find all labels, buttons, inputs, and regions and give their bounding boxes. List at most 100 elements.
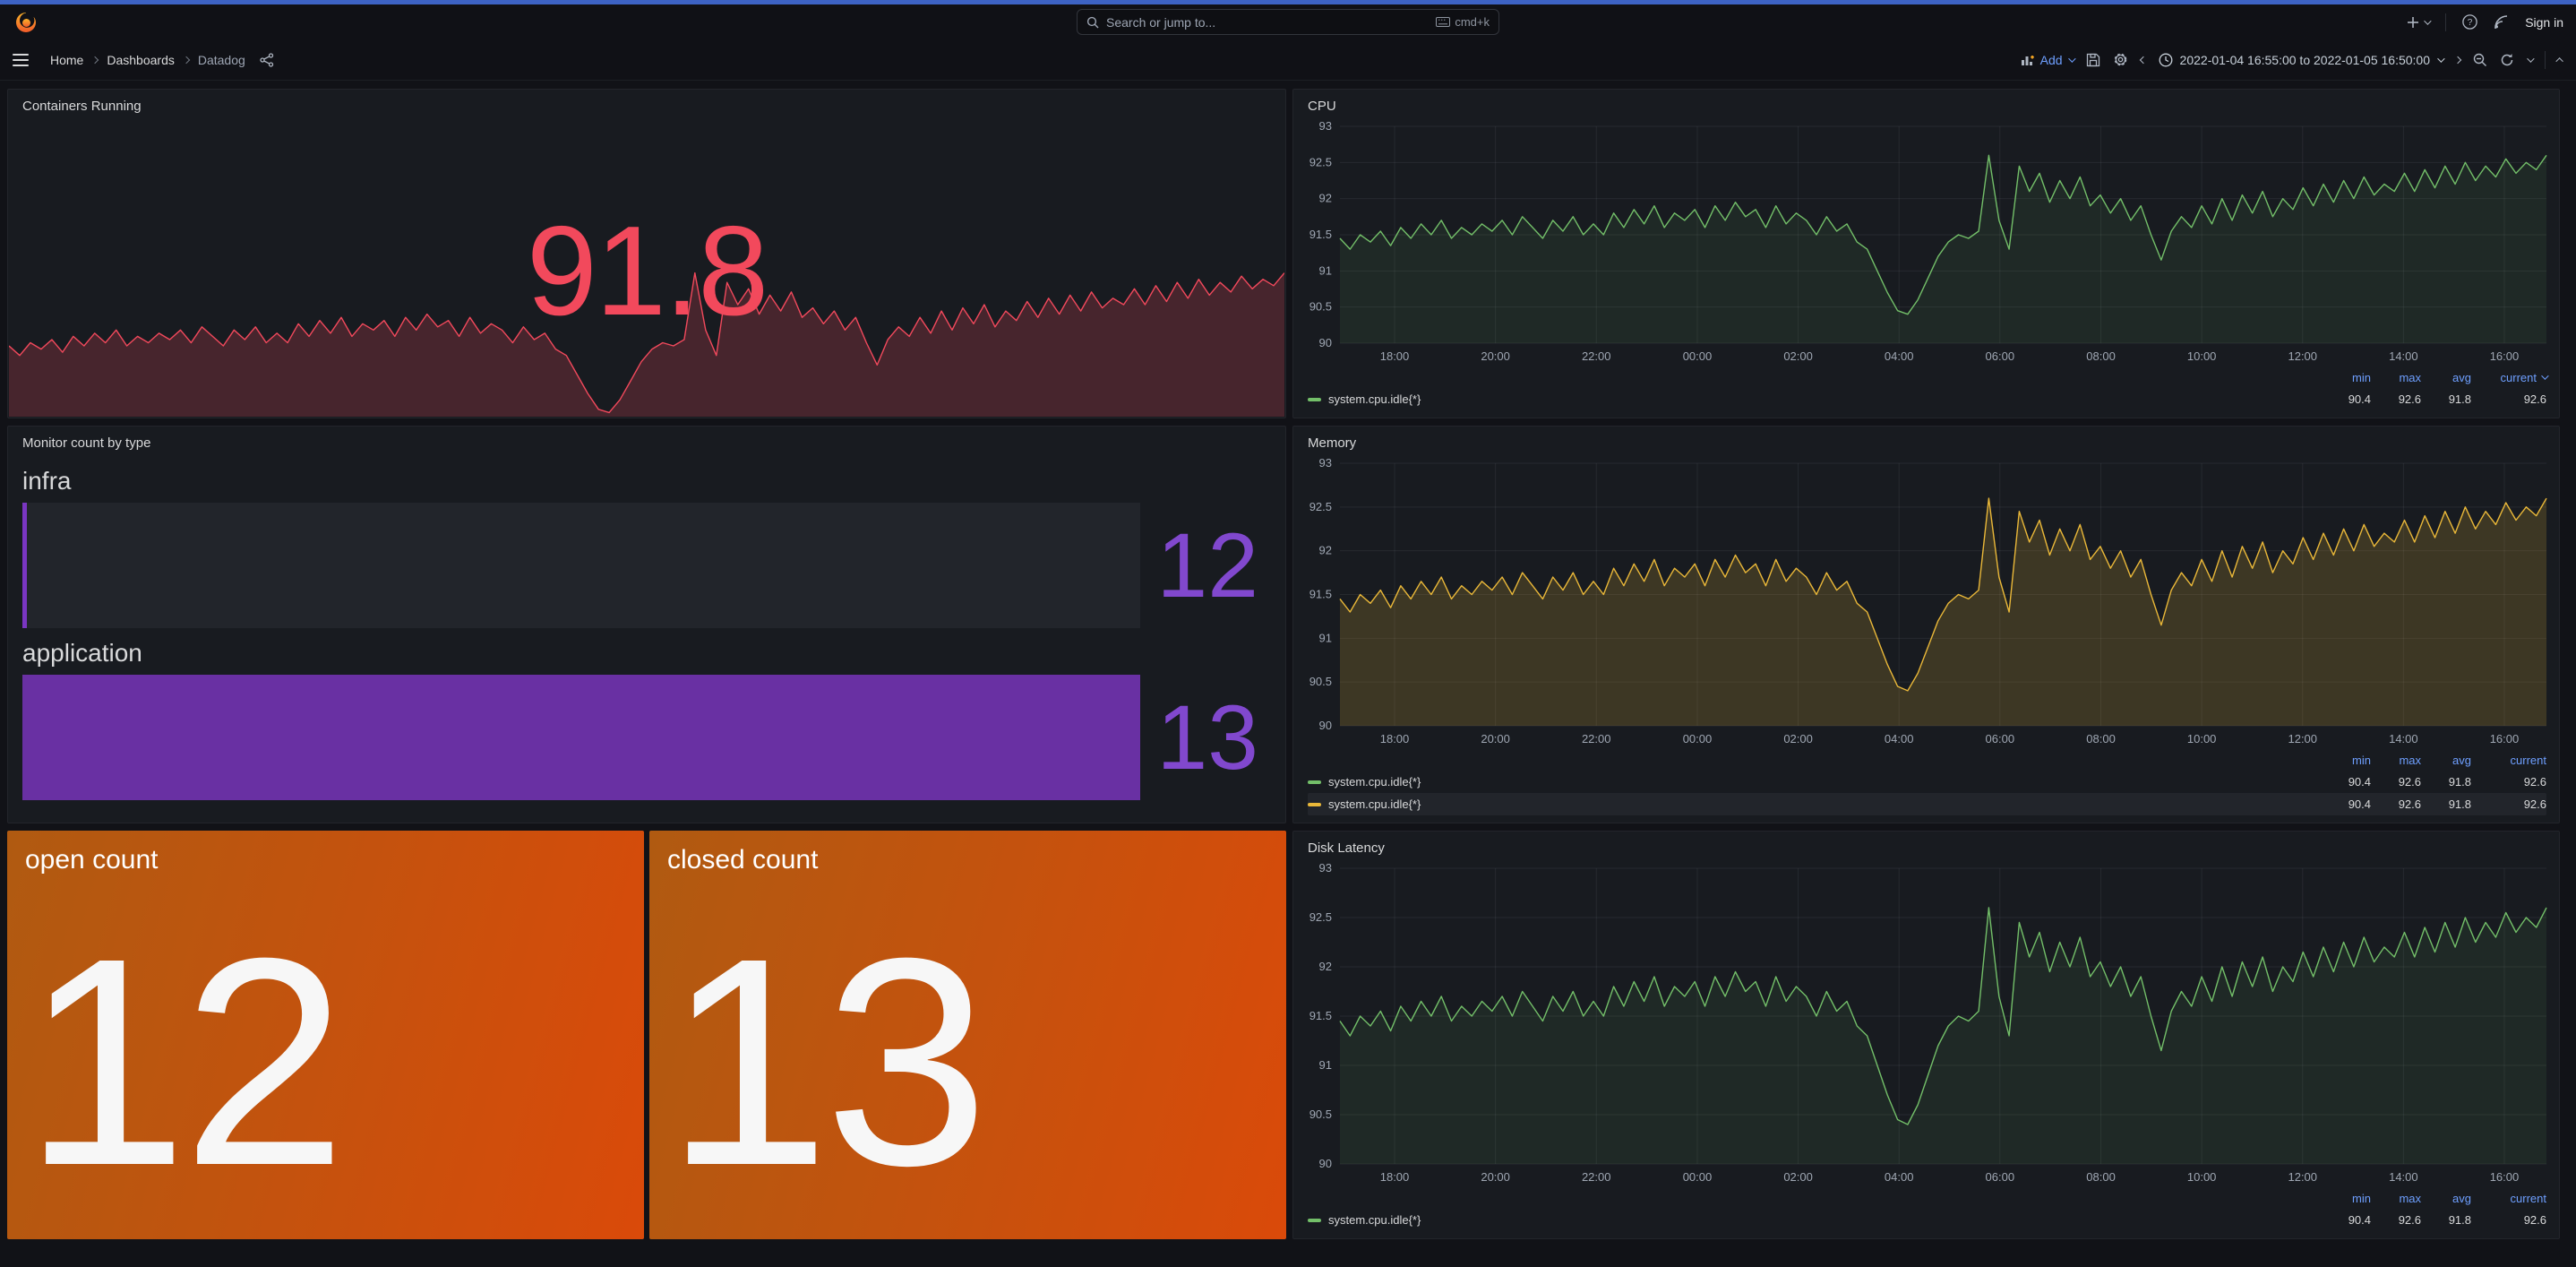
svg-text:20:00: 20:00 [1481, 732, 1510, 746]
panel-title[interactable]: closed count [667, 845, 819, 875]
top-accent-strip [0, 0, 2576, 4]
gauge-label-application: application [22, 639, 142, 667]
legend-sort-current[interactable]: current [2510, 1191, 2546, 1205]
svg-text:02:00: 02:00 [1783, 732, 1813, 746]
save-dashboard-button[interactable] [2086, 53, 2100, 67]
svg-text:92: 92 [1319, 544, 1332, 557]
legend-sort-avg[interactable]: avg [2452, 370, 2471, 384]
stat-max: 92.6 [2398, 1213, 2421, 1227]
sparkline-chart [9, 272, 1284, 417]
gauge-value: 13 [1156, 686, 1258, 789]
add-panel-button[interactable]: Add [2021, 52, 2076, 67]
svg-text:00:00: 00:00 [1683, 732, 1713, 746]
time-range-back-button[interactable] [2139, 56, 2147, 64]
legend-sort-max[interactable]: max [2399, 1191, 2421, 1205]
dashboard-settings-button[interactable] [2113, 52, 2128, 67]
svg-text:18:00: 18:00 [1380, 1170, 1410, 1184]
news-button[interactable] [2494, 14, 2509, 30]
bar-gauge: infra 12 application 13 [8, 452, 1285, 800]
legend-sort-min[interactable]: min [2352, 370, 2371, 384]
svg-text:90.5: 90.5 [1309, 675, 1332, 688]
breadcrumb-home[interactable]: Home [50, 52, 84, 67]
search-input[interactable]: Search or jump to... cmd+k [1077, 9, 1499, 35]
gauge-track [22, 675, 1140, 800]
panel-title[interactable]: CPU [1308, 99, 1336, 114]
new-button[interactable] [2407, 16, 2432, 29]
legend-sort-avg[interactable]: avg [2452, 1191, 2471, 1205]
legend-sort-max[interactable]: max [2399, 753, 2421, 767]
svg-text:14:00: 14:00 [2389, 1170, 2418, 1184]
help-button[interactable]: ? [2462, 14, 2477, 30]
memory-chart-area[interactable]: 90 90.5 91 91.5 92 92.5 93 18:00 20:00 22:00 00:00… [1293, 452, 2559, 749]
panel-title[interactable]: open count [25, 845, 159, 875]
panel-title[interactable]: Containers Running [22, 99, 142, 114]
disk-chart-area[interactable]: 90 90.5 91 91.5 92 92.5 93 18:00 20:00 22:00 00:00… [1293, 858, 2559, 1187]
legend-series-toggle[interactable]: system.cpu.idle{*} [1308, 392, 2321, 406]
series-name: system.cpu.idle{*} [1328, 775, 1421, 789]
panel-memory: Memory 90 90.5 91 91.5 92 92.5 93 18:00 20:00 22:… [1292, 426, 2560, 823]
clock-icon [2159, 53, 2172, 66]
stat-avg: 91.8 [2448, 1213, 2471, 1227]
cpu-chart-area[interactable]: 90 90.5 91 91.5 92 92.5 93 18:00 20:00 22:00 00:00… [1293, 116, 2559, 366]
svg-text:16:00: 16:00 [2490, 1170, 2520, 1184]
menu-toggle-button[interactable] [13, 53, 29, 66]
panel-monitor-count: Monitor count by type infra 12 applicati… [7, 426, 1286, 823]
svg-text:92: 92 [1319, 192, 1332, 205]
collapse-toolbar-button[interactable] [2555, 56, 2563, 65]
stat-sparkline [9, 269, 1284, 417]
refresh-button[interactable] [2500, 53, 2514, 67]
svg-text:14:00: 14:00 [2389, 349, 2418, 363]
refresh-interval-dropdown[interactable] [2527, 54, 2535, 63]
top-navigation-bar: Search or jump to... cmd+k [0, 4, 2576, 39]
divider [2445, 13, 2447, 31]
search-placeholder: Search or jump to... [1106, 14, 1216, 30]
legend-series-toggle[interactable]: system.cpu.idle{*} [1308, 797, 2321, 811]
svg-text:16:00: 16:00 [2490, 732, 2520, 746]
gauge-fill [22, 503, 27, 628]
breadcrumb-separator-icon [182, 56, 191, 64]
stat-current: 92.6 [2523, 392, 2546, 406]
legend-sort-current[interactable]: current [2510, 753, 2546, 767]
legend-series-toggle[interactable]: system.cpu.idle{*} [1308, 1213, 2321, 1227]
panel-closed-count: closed count 13 [649, 831, 1286, 1239]
panel-title[interactable]: Monitor count by type [22, 435, 151, 451]
legend-sort-min[interactable]: min [2352, 1191, 2371, 1205]
legend-sort-current[interactable]: current [2471, 371, 2549, 384]
svg-text:93: 93 [1319, 456, 1332, 470]
svg-text:90: 90 [1319, 1157, 1332, 1170]
gauge-label-infra: infra [22, 467, 72, 495]
breadcrumb: Home Dashboards Datadog [13, 53, 274, 67]
svg-text:10:00: 10:00 [2187, 732, 2217, 746]
svg-text:90.5: 90.5 [1309, 300, 1332, 314]
legend-series-toggle[interactable]: system.cpu.idle{*} [1308, 775, 2321, 789]
chevron-down-icon [2437, 54, 2445, 63]
panel-title[interactable]: Memory [1308, 435, 1357, 451]
share-icon[interactable] [260, 52, 274, 67]
panel-cpu: CPU 90 90.5 91 91.5 92 92.5 93 18:00 20:00 22:00 0… [1292, 89, 2560, 418]
grafana-logo[interactable] [14, 11, 38, 34]
chevron-down-icon [2067, 54, 2076, 63]
svg-text:14:00: 14:00 [2389, 732, 2418, 746]
svg-text:16:00: 16:00 [2490, 349, 2520, 363]
time-range-picker[interactable]: 2022-01-04 16:55:00 to 2022-01-05 16:50:… [2159, 52, 2445, 67]
stat-avg: 91.8 [2448, 797, 2471, 811]
svg-text:91.5: 91.5 [1309, 228, 1332, 241]
add-panel-label: Add [2039, 52, 2063, 67]
refresh-icon [2501, 53, 2513, 65]
memory-legend: min max avg current system.cpu.idle{*} 9… [1293, 749, 2559, 823]
zoom-out-icon [2473, 53, 2486, 66]
svg-text:91: 91 [1319, 263, 1332, 277]
add-panel-icon [2021, 55, 2034, 65]
time-range-label: 2022-01-04 16:55:00 to 2022-01-05 16:50:… [2179, 52, 2430, 67]
sign-in-button[interactable]: Sign in [2525, 14, 2563, 30]
legend-sort-max[interactable]: max [2399, 370, 2421, 384]
stat-max: 92.6 [2398, 797, 2421, 811]
legend-sort-avg[interactable]: avg [2452, 753, 2471, 767]
panel-title[interactable]: Disk Latency [1308, 840, 1385, 856]
time-range-forward-button[interactable] [2453, 56, 2462, 64]
breadcrumb-dashboards[interactable]: Dashboards [107, 52, 175, 67]
legend-sort-min[interactable]: min [2352, 753, 2371, 767]
divider [2545, 50, 2546, 69]
stat-panels-row: open count 12 closed count 13 [7, 831, 1286, 1239]
zoom-out-button[interactable] [2473, 53, 2487, 67]
